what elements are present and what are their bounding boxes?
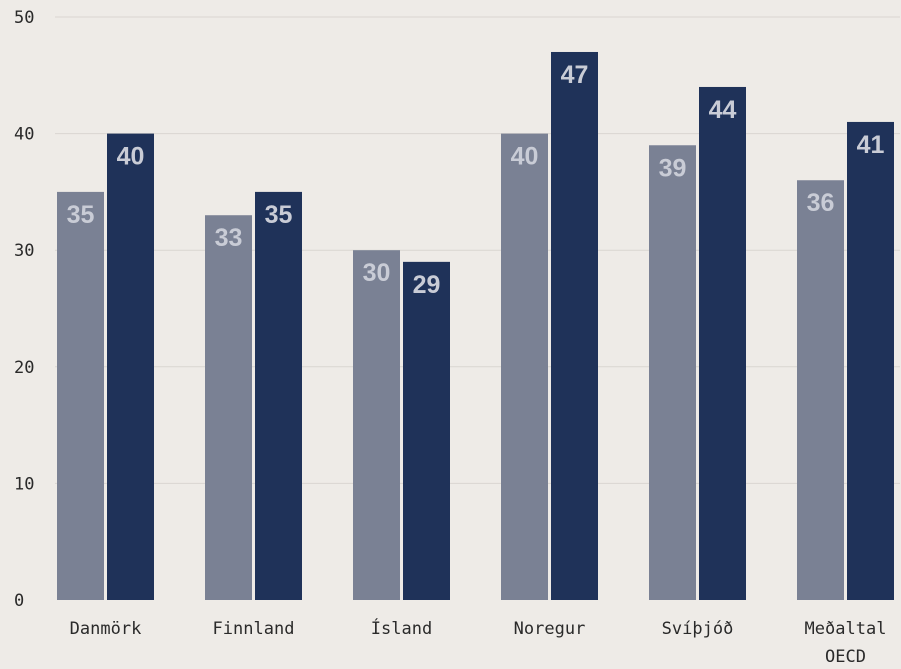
bar-series1-1 <box>205 215 252 600</box>
value-label: 36 <box>807 189 835 217</box>
category-label: Noregur <box>514 619 586 639</box>
value-label: 39 <box>659 154 687 182</box>
value-label: 40 <box>511 143 539 171</box>
value-label: 30 <box>363 259 391 287</box>
y-tick-label: 20 <box>14 358 34 378</box>
bar-series2-2 <box>403 261 450 600</box>
bar-series1-2 <box>353 250 400 600</box>
x-axis: Danmörk Finnland Ísland Noregur Svíþjóð Meðal… <box>70 617 887 667</box>
value-label: 29 <box>413 271 441 299</box>
value-label: 35 <box>67 201 95 229</box>
bar-series2-0 <box>107 133 154 600</box>
bars <box>57 51 894 601</box>
y-tick-label: 40 <box>14 125 34 145</box>
value-label: 35 <box>265 201 293 229</box>
category-label: Finnland <box>213 619 295 639</box>
bar-series2-5 <box>847 121 894 600</box>
y-tick-label: 10 <box>14 474 34 494</box>
y-tick-label: 30 <box>14 241 34 261</box>
bar-series1-0 <box>57 191 104 600</box>
data-labels: 35 40 33 35 30 29 40 47 39 44 36 41 <box>67 61 885 299</box>
category-label: Meðaltal OECD <box>805 619 887 667</box>
bar-series1-4 <box>649 145 696 600</box>
y-axis: 0 10 20 30 40 50 <box>14 8 34 611</box>
value-label: 41 <box>857 131 885 159</box>
bar-series1-3 <box>501 133 548 600</box>
bar-series2-4 <box>699 86 746 600</box>
value-label: 33 <box>215 224 243 252</box>
category-label: Ísland <box>371 617 432 639</box>
value-label: 47 <box>561 61 589 89</box>
grid-layer <box>55 16 900 484</box>
category-label: Svíþjóð <box>662 619 734 639</box>
value-label: 40 <box>117 143 145 171</box>
bar-series2-1 <box>255 191 302 600</box>
y-tick-label: 50 <box>14 8 34 28</box>
value-label: 44 <box>709 96 737 124</box>
category-label: Danmörk <box>70 619 142 639</box>
y-tick-label: 0 <box>14 591 24 611</box>
bar-series1-5 <box>797 180 844 601</box>
bar-series2-3 <box>551 51 598 601</box>
